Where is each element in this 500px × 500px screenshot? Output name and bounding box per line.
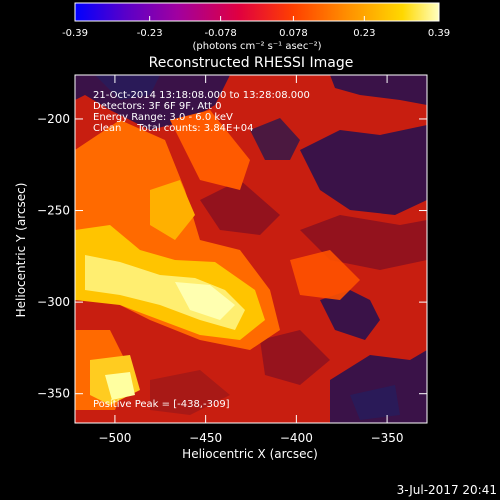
heatmap-core-brightest — [175, 282, 235, 320]
y-axis-label: Heliocentric Y (arcsec) — [14, 183, 28, 318]
x-tick-label: −400 — [280, 431, 313, 445]
heatmap-region-orange-right — [290, 250, 360, 300]
colorbar-units: (photons cm⁻² s⁻¹ asec⁻²) — [192, 41, 321, 52]
colorbar-ticks: -0.39 -0.23 -0.078 0.078 0.23 0.39 — [62, 16, 450, 39]
x-axis-ticks: −500 −450 −400 −350 — [98, 75, 404, 445]
peak-label: Positive Peak = [-438,-309] — [93, 399, 230, 410]
heatmap-region-purple-topright — [330, 75, 427, 105]
heatmap-band-darkred-4 — [150, 370, 230, 415]
colorbar-tick-label: 0.39 — [428, 28, 450, 39]
heatmap-band-darkred-3 — [260, 330, 330, 385]
y-tick-label: −350 — [37, 387, 70, 401]
colorbar-tick-label: -0.39 — [62, 28, 88, 39]
info-energy-range: Energy Range: 3.0 - 6.0 keV — [93, 112, 233, 123]
colorbar-gradient — [74, 2, 440, 22]
heatmap-region-purple-small — [250, 118, 300, 160]
x-axis-label: Heliocentric X (arcsec) — [182, 447, 318, 461]
colorbar-tick-label: 0.23 — [353, 28, 375, 39]
info-time-range: 21-Oct-2014 13:18:08.000 to 13:28:08.000 — [93, 90, 310, 101]
info-detectors: Detectors: 3F 6F 9F, Att 0 — [93, 101, 221, 112]
heatmap-region-orange-upper — [170, 110, 250, 190]
heatmap-image — [75, 75, 427, 423]
heatmap-region-purple-bottomright-core — [350, 385, 400, 420]
y-tick-label: −300 — [37, 295, 70, 309]
colorbar-tick-label: 0.078 — [279, 28, 308, 39]
x-tick-label: −450 — [189, 431, 222, 445]
y-tick-label: −250 — [37, 204, 70, 218]
heatmap-region-purple-lower — [320, 290, 380, 340]
heatmap-region-purple-mid — [300, 125, 427, 215]
heatmap-band-darkred-1 — [200, 180, 280, 235]
colorbar-tick-label: -0.23 — [137, 28, 163, 39]
heatmap-lowerleft-bright — [105, 372, 135, 400]
colorbar-tick-label: -0.078 — [204, 28, 236, 39]
heatmap-region-purple-topleft-core — [95, 75, 160, 100]
y-tick-label: −200 — [37, 112, 70, 126]
plot-frame — [74, 74, 428, 424]
info-counts: Clean Total counts: 3.84E+04 — [93, 123, 253, 134]
heatmap-region-yellow-upper — [150, 180, 195, 240]
y-axis-ticks: −350 −300 −250 −200 — [37, 112, 427, 401]
chart-title: Reconstructed RHESSI Image — [149, 55, 354, 71]
info-block: 21-Oct-2014 13:18:08.000 to 13:28:08.000… — [93, 90, 310, 134]
footer-date: 3-Jul-2017 20:41 — [397, 483, 497, 497]
colorbar: -0.39 -0.23 -0.078 0.078 0.23 0.39 (photons c… — [62, 2, 450, 52]
x-tick-label: −350 — [371, 431, 404, 445]
x-tick-label: −500 — [98, 431, 131, 445]
